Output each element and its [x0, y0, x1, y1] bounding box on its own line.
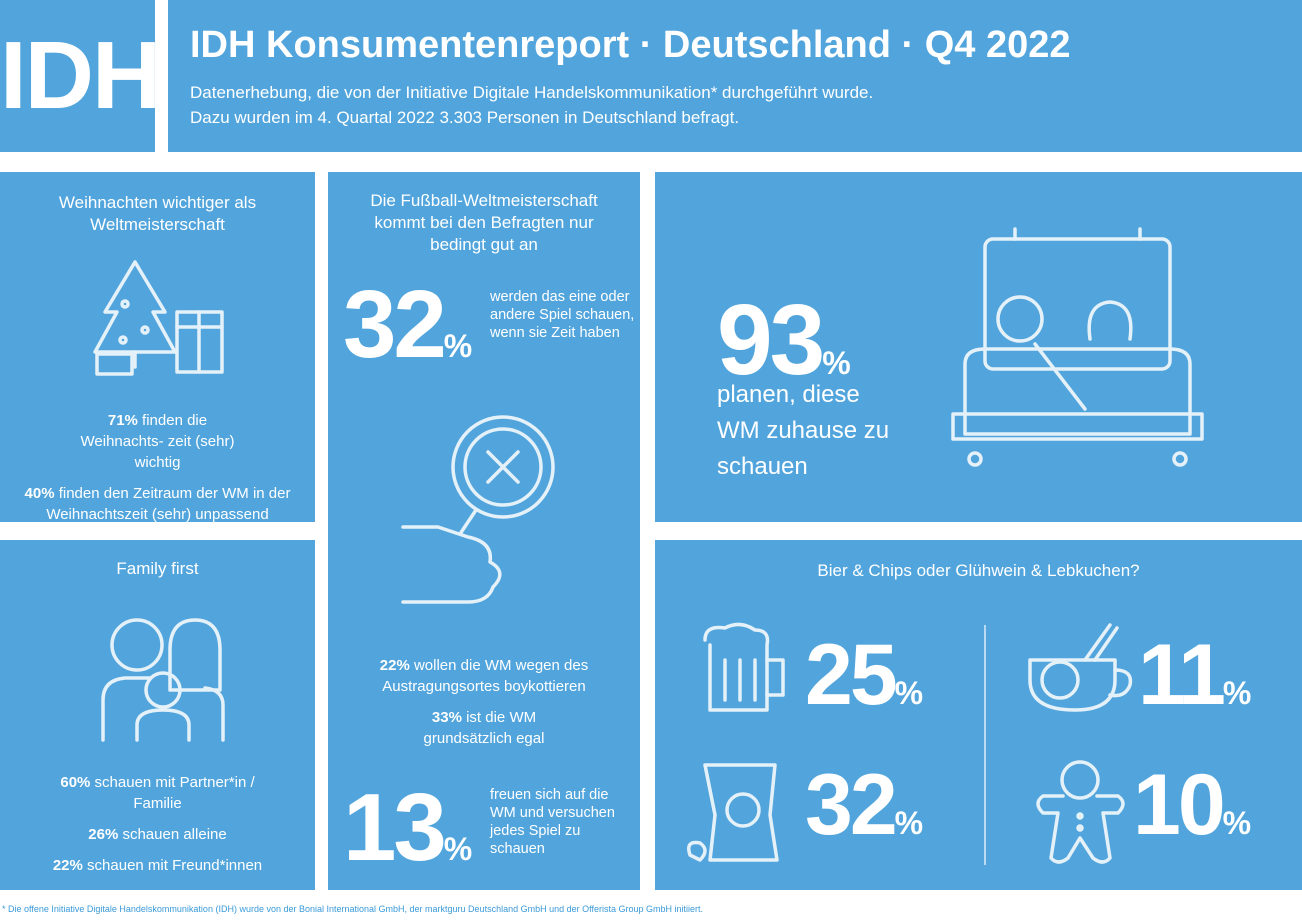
fact: 22% schauen mit Freund*innen — [20, 855, 295, 876]
stat-number: 25 — [805, 627, 898, 723]
facts: 71% finden die Weihnachts- zeit (sehr) w… — [10, 410, 305, 535]
fact-value: 71% — [107, 412, 138, 429]
fact-value: 40% — [24, 485, 55, 502]
fact-text: wollen die WM wegen des Austragungsortes… — [382, 657, 589, 695]
stat-text: planen, diese WM zuhause zu schauen — [717, 381, 890, 480]
tree-icon — [93, 260, 224, 376]
fact: 60% schauen mit Partner*in / Familie — [20, 772, 295, 814]
chips-icon — [687, 763, 779, 862]
panel-title: Family first — [116, 559, 199, 578]
header: IDH Konsumentenreport · Deutschland · Q4… — [168, 0, 1302, 152]
big-stat: 13% — [343, 780, 472, 876]
stat-unit: % — [822, 345, 851, 381]
stat-number: 93 — [717, 284, 825, 396]
gingerbread-icon — [1036, 760, 1125, 864]
stat-unit: % — [1222, 805, 1252, 841]
snacks-panel: Bier & Chips oder Glühwein & Lebkuchen? … — [655, 540, 1302, 890]
gluehwein-icon — [1028, 623, 1133, 712]
fact-value: 26% — [88, 826, 119, 843]
title: IDH Konsumentenreport · Deutschland · Q4… — [190, 24, 1071, 66]
stat-number: 32 — [805, 757, 898, 853]
fact-value: 22% — [379, 657, 410, 674]
family-icon — [101, 618, 225, 742]
big-stat: 25% — [805, 632, 923, 718]
footer: * Die offene Initiative Digitale Handels… — [2, 904, 703, 914]
fact-text: finden die Weihnachts- zeit (sehr) wicht… — [80, 412, 235, 471]
panel-title: Bier & Chips oder Glühwein & Lebkuchen? — [817, 561, 1140, 580]
big-stat: 10% — [1133, 762, 1251, 848]
fact: 33% ist die WM grundsätzlich egal — [343, 707, 625, 749]
stat-text: werden das eine oder andere Spiel schaue… — [490, 289, 635, 341]
fact: 40% finden den Zeitraum der WM in der We… — [10, 483, 305, 525]
magnifier-icon — [401, 415, 555, 604]
family-panel: Family first 60% schauen mit Partner*in … — [0, 540, 315, 890]
big-stat: 93% — [717, 290, 851, 390]
fact-value: 22% — [52, 857, 83, 874]
fact-value: 33% — [431, 709, 462, 726]
logo: IDH — [0, 22, 161, 129]
christmas-panel: Weihnachten wichtiger als Weltmeistersch… — [0, 172, 315, 523]
fact: 71% finden die Weihnachts- zeit (sehr) w… — [10, 410, 305, 473]
beer-icon — [703, 622, 785, 712]
fact-text: finden den Zeitraum der WM in der Weihna… — [46, 485, 291, 523]
fact: 26% schauen alleine — [20, 824, 295, 845]
stat-unit: % — [443, 831, 473, 867]
stat-unit: % — [1222, 675, 1252, 711]
home-panel: 93% planen, diese WM zuhause zu schauen — [655, 172, 1302, 522]
stat-number: 32 — [343, 271, 447, 378]
stat-number: 11 — [1138, 627, 1226, 723]
football-panel: Die Fußball-Weltmeisterschaft kommt bei … — [328, 172, 640, 890]
fact-value: 60% — [60, 774, 91, 791]
big-stat: 32% — [805, 762, 923, 848]
stat-unit: % — [894, 675, 924, 711]
logo-box: IDH — [0, 0, 161, 152]
panel-title: Weihnachten wichtiger als Weltmeistersch… — [58, 193, 257, 234]
fact: 22% wollen die WM wegen des Austragungso… — [343, 655, 625, 697]
fact-text: schauen mit Partner*in / Familie — [90, 774, 255, 812]
tv-icon — [951, 227, 1204, 467]
fact-text: ist die WM grundsätzlich egal — [423, 709, 545, 747]
stat-number: 10 — [1133, 757, 1226, 853]
fact-text: schauen mit Freund*innen — [82, 857, 263, 874]
stat-unit: % — [894, 805, 924, 841]
stat-unit: % — [443, 328, 473, 364]
subtitle: Datenerhebung, die von der Initiative Di… — [190, 80, 873, 130]
stat-text: freuen sich auf die WM und versuchen jed… — [490, 787, 615, 857]
stat-number: 13 — [343, 774, 447, 881]
facts: 22% wollen die WM wegen des Austragungso… — [343, 655, 625, 759]
subtitle-line: Dazu wurden im 4. Quartal 2022 3.303 Per… — [190, 108, 740, 127]
panel-title: Die Fußball-Weltmeisterschaft kommt bei … — [370, 191, 598, 254]
big-stat: 32% — [343, 277, 472, 373]
facts: 60% schauen mit Partner*in / Familie 26%… — [20, 772, 295, 886]
big-stat: 11% — [1138, 632, 1251, 718]
fact-text: schauen alleine — [118, 826, 227, 843]
subtitle-line: Datenerhebung, die von der Initiative Di… — [190, 83, 874, 102]
divider — [984, 625, 986, 865]
